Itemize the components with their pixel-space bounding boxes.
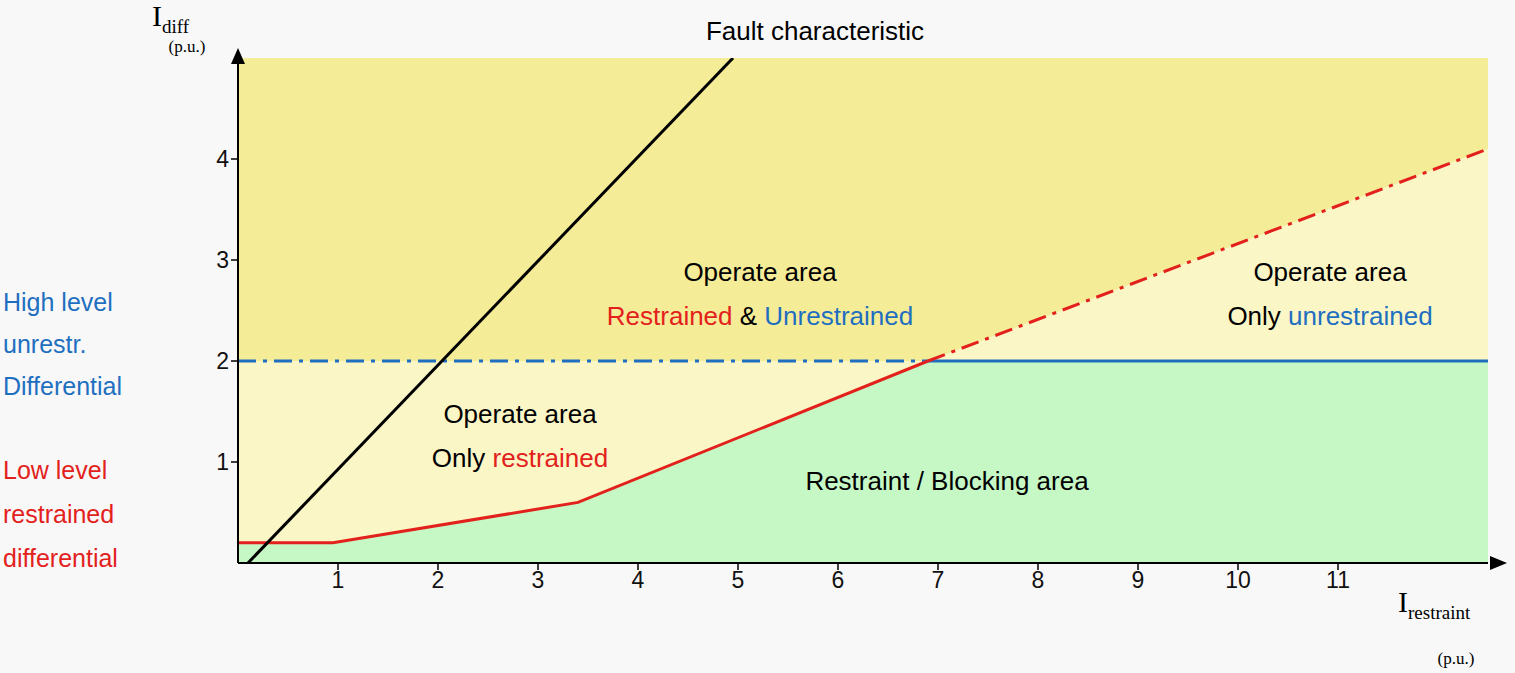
- svg-text:1: 1: [332, 567, 345, 593]
- svg-text:5: 5: [732, 567, 745, 593]
- svg-text:2: 2: [216, 348, 229, 374]
- svg-text:8: 8: [1032, 567, 1045, 593]
- svg-text:7: 7: [932, 567, 945, 593]
- svg-text:(p.u.): (p.u.): [1438, 649, 1475, 668]
- svg-text:Differential: Differential: [8, 372, 122, 400]
- svg-text:9: 9: [1132, 567, 1145, 593]
- svg-text:High level: High level: [8, 288, 113, 316]
- svg-text:2: 2: [432, 567, 445, 593]
- svg-text:differential: differential: [8, 544, 118, 572]
- svg-text:(p.u.): (p.u.): [169, 37, 206, 56]
- svg-text:restrained: restrained: [8, 500, 114, 528]
- svg-text:Operate areaOnly unrestrained: Operate areaOnly unrestrained: [1227, 257, 1432, 331]
- svg-text:Operate areaRestrained & Unres: Operate areaRestrained & Unrestrained: [607, 257, 913, 331]
- svg-text:10: 10: [1225, 567, 1251, 593]
- svg-text:unrestr.: unrestr.: [8, 330, 86, 358]
- svg-text:Operate areaOnly restrained: Operate areaOnly restrained: [432, 399, 608, 473]
- svg-text:3: 3: [216, 247, 229, 273]
- svg-text:Fault characteristic: Fault characteristic: [706, 16, 924, 46]
- svg-text:11: 11: [1326, 567, 1350, 593]
- svg-text:6: 6: [832, 567, 845, 593]
- svg-text:Idiff: Idiff: [152, 0, 190, 37]
- svg-text:Low level: Low level: [8, 456, 107, 484]
- svg-text:4: 4: [216, 146, 229, 172]
- svg-text:1: 1: [216, 449, 229, 475]
- svg-text:Restraint / Blocking area: Restraint / Blocking area: [805, 466, 1089, 496]
- svg-text:3: 3: [532, 567, 545, 593]
- svg-text:4: 4: [632, 567, 645, 593]
- svg-text:Irestraint: Irestraint: [1398, 585, 1471, 623]
